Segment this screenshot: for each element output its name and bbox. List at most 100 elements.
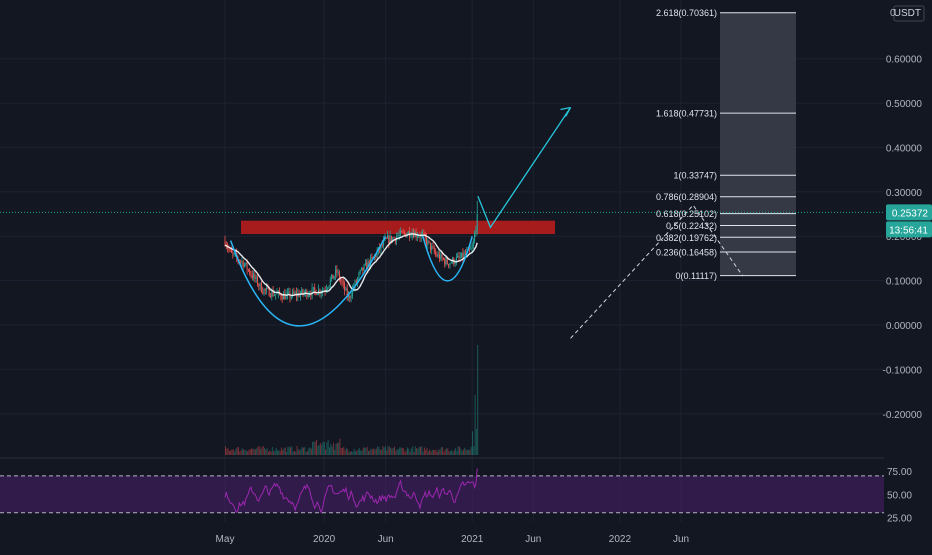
volume-bar [239, 451, 241, 455]
volume-bars [225, 345, 479, 455]
candle-body [337, 272, 339, 274]
candle-body [422, 233, 424, 235]
fib-level-label: 2.618(0.70361) [656, 8, 717, 18]
candle-body [465, 253, 466, 255]
candle-body [439, 254, 440, 260]
candle-body [367, 261, 369, 269]
candle-body [403, 232, 405, 234]
countdown-text: 13:56:41 [889, 225, 928, 236]
volume-bar [421, 446, 423, 455]
volume-bar [459, 446, 460, 455]
candle-body [241, 261, 243, 263]
candle-body [368, 261, 370, 266]
volume-bar [378, 446, 380, 455]
volume-bar [381, 449, 382, 455]
candle-body [254, 274, 256, 279]
candle-body [345, 288, 347, 291]
volume-bar [409, 451, 411, 455]
volume-bar [303, 447, 304, 455]
candle-body [301, 289, 303, 294]
volume-bar [279, 451, 281, 455]
candle-body [246, 262, 248, 270]
volume-bar [309, 447, 311, 455]
volume-bar [348, 451, 350, 455]
candle-body [232, 252, 234, 254]
candle-body [459, 257, 461, 259]
candle-body [242, 261, 244, 267]
rsi-pane [0, 468, 884, 515]
candle-body [448, 264, 450, 266]
volume-bar [386, 450, 388, 455]
fibonacci-extension[interactable]: 0(0.11117) 0.236(0.16458) 0.382(0.19762) 0.… [656, 8, 796, 281]
volume-bar [436, 451, 438, 455]
volume-bar [474, 395, 476, 455]
rsi-axis-tick: 25.00 [887, 513, 912, 524]
candle-body [457, 255, 459, 258]
candle-body [284, 293, 286, 300]
volume-bar [366, 446, 368, 455]
volume-bar [339, 438, 341, 455]
projection-arrow-head [560, 106, 572, 117]
candle-body [346, 288, 348, 298]
candle-body [455, 257, 457, 263]
handle-curve [422, 236, 473, 282]
volume-bar [293, 450, 295, 455]
candle-body [349, 296, 351, 299]
volume-bar [313, 441, 315, 455]
volume-bar [338, 442, 340, 455]
candle-body [309, 294, 310, 296]
candle-body [432, 246, 434, 248]
volume-bar [243, 449, 245, 455]
volume-bar [368, 450, 369, 455]
price-axis[interactable]: 0.60000 0.50000 0.40000 0.30000 0.20000 0.100… [883, 5, 925, 524]
resistance-zone[interactable] [241, 220, 555, 235]
volume-bar [399, 447, 401, 455]
volume-bar [234, 451, 236, 455]
volume-bar [391, 448, 393, 455]
drawings[interactable] [0, 106, 884, 339]
candle-body [340, 279, 342, 281]
projection-arrow-line [477, 107, 572, 229]
volume-bar [373, 448, 375, 455]
volume-bar [427, 451, 429, 455]
candle-body [293, 291, 295, 294]
volume-bar [304, 447, 306, 455]
rsi-axis-tick: 50.00 [887, 490, 912, 501]
candle-body [250, 273, 252, 276]
time-axis-tick: 2020 [313, 534, 336, 545]
candle-body [260, 283, 262, 293]
volume-bar [401, 447, 403, 455]
volume-bar [299, 450, 301, 455]
volume-bar [408, 448, 410, 455]
candle-body [257, 277, 258, 286]
volume-bar [400, 447, 402, 455]
candle-body [419, 236, 421, 238]
volume-bar [361, 450, 363, 455]
fib-level-label: 1(0.33747) [673, 171, 717, 181]
volume-bar [258, 446, 260, 455]
candle-body [332, 274, 334, 279]
volume-bar [292, 451, 294, 455]
candle-body [454, 262, 456, 264]
fib-level-label: 0.236(0.16458) [656, 247, 717, 257]
candle-body [380, 244, 382, 250]
candle-body [327, 287, 329, 290]
volume-bar [266, 448, 268, 455]
candle-body [450, 262, 452, 264]
diagonal-dashed-line [570, 204, 744, 339]
candle-body [271, 290, 273, 297]
volume-bar [261, 447, 263, 455]
volume-bar [321, 444, 323, 455]
time-axis[interactable]: May 2020 Jun 2021 Jun 2022 Jun [216, 534, 690, 545]
candle-body [281, 297, 283, 300]
price-labels: 0.25372 13:56:41 [886, 204, 932, 238]
volume-bar [394, 446, 395, 455]
candle-body [357, 278, 359, 283]
candle-body [231, 250, 232, 253]
candle-body [305, 290, 307, 293]
volume-bar [267, 451, 269, 455]
volume-bar [438, 449, 440, 455]
volume-bar [286, 451, 288, 455]
